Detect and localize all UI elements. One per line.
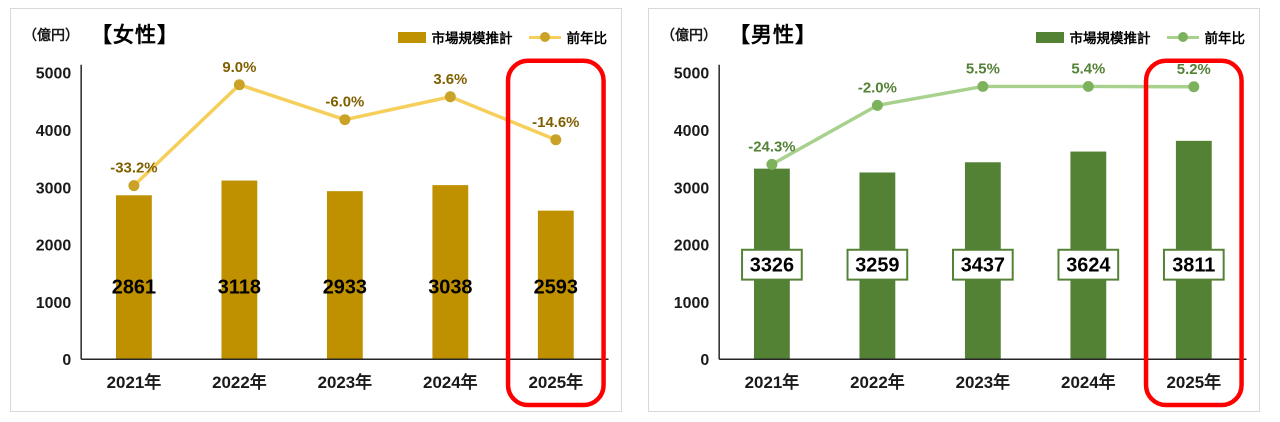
y-tick-label: 1000	[36, 295, 72, 312]
y-axis-unit-label: （億円）	[23, 27, 79, 43]
y-tick-label: 2000	[674, 238, 710, 255]
x-tick-label: 2025年	[1167, 372, 1222, 392]
chart-title-male: 【男性】	[729, 24, 817, 47]
yoy-percent-label: -14.6%	[532, 114, 579, 131]
bar-2025年	[537, 210, 574, 360]
yoy-marker	[550, 134, 562, 146]
bar-value-label: 3118	[218, 276, 261, 298]
yoy-percent-label: -6.0%	[325, 94, 364, 111]
bar-value-label: 3326	[750, 255, 794, 277]
bar-2023年	[326, 191, 363, 360]
legend: 市場規模推計 前年比	[397, 27, 608, 47]
bar-value-label: 3038	[428, 276, 472, 298]
y-tick-label: 3000	[36, 180, 72, 197]
yoy-line	[771, 84, 1194, 166]
male-chart-panel: （億円） 【男性】 市場規模推計 前年比 0 1000 2000 3000 4000 50…	[648, 8, 1260, 412]
x-tick-label: 2024年	[1061, 372, 1116, 392]
yoy-marker	[1188, 81, 1200, 93]
bar-value-label: 3624	[1066, 255, 1110, 277]
male-chart-plot: 0 1000 2000 3000 4000 5000 2021年 2022年 2023年 2024…	[674, 58, 1247, 408]
bar-value-box	[846, 248, 909, 281]
yoy-marker	[233, 79, 245, 91]
chart-title-female: 【女性】	[91, 24, 179, 47]
yoy-percent-label: -33.2%	[110, 160, 157, 177]
bar-value-label: 3259	[855, 255, 899, 277]
y-tick-label: 0	[62, 352, 71, 369]
bar-value-label: 2861	[112, 276, 156, 298]
yoy-percent-label: 5.4%	[1071, 61, 1105, 78]
y-tick-label: 2000	[36, 238, 72, 255]
yoy-percent-label: 3.6%	[433, 71, 467, 88]
y-tick-label: 5000	[674, 66, 710, 83]
legend-item-line: 前年比	[1166, 27, 1246, 47]
bar-value-box	[1162, 248, 1225, 281]
legend-line-label: 前年比	[1204, 31, 1246, 46]
x-tick-label: 2025年	[529, 372, 584, 392]
line-swatch-icon	[528, 31, 561, 43]
x-tick-label: 2023年	[956, 372, 1011, 392]
y-tick-label: 4000	[674, 123, 710, 140]
yoy-percent-label: -2.0%	[858, 79, 897, 96]
y-tick-label: 0	[700, 352, 709, 369]
female-chart-plot: 0 1000 2000 3000 4000 5000 2021年 2022年 2023年 2024…	[36, 58, 609, 408]
line-swatch-dot	[1177, 32, 1188, 42]
legend-bar-label: 市場規模推計	[431, 31, 513, 46]
x-tick-label: 2022年	[212, 372, 267, 392]
yoy-marker	[977, 80, 989, 92]
bar-value-label: 3811	[1172, 255, 1215, 277]
yoy-marker	[339, 114, 351, 126]
y-tick-label: 5000	[36, 66, 72, 83]
yoy-percent-label: 9.0%	[222, 59, 256, 76]
legend-bar-label: 市場規模推計	[1069, 31, 1151, 46]
legend-item-line: 前年比	[528, 27, 608, 47]
yoy-marker	[444, 91, 456, 103]
y-tick-label: 1000	[674, 295, 710, 312]
yoy-percent-label: 5.2%	[1177, 61, 1211, 78]
yoy-marker	[766, 158, 778, 170]
bar-swatch-icon	[397, 31, 426, 43]
bar-2024年	[432, 185, 469, 360]
y-axis-unit-label: （億円）	[661, 27, 717, 43]
yoy-percent-label: 5.5%	[966, 61, 1000, 78]
bar-value-label: 2593	[534, 276, 578, 298]
highlight-box	[505, 58, 606, 408]
bar-value-box	[1057, 248, 1120, 281]
x-tick-label: 2021年	[107, 372, 162, 392]
yoy-percent-label: -24.3%	[748, 138, 795, 155]
yoy-marker	[128, 180, 140, 192]
x-tick-label: 2022年	[850, 372, 905, 392]
line-swatch-dot	[539, 32, 550, 42]
bar-2022年	[221, 180, 258, 360]
legend-item-bar: 市場規模推計	[1035, 27, 1151, 47]
bar-value-label: 2933	[323, 276, 367, 298]
legend-item-bar: 市場規模推計	[397, 27, 513, 47]
y-tick-label: 4000	[36, 123, 72, 140]
bar-value-box	[741, 248, 803, 281]
legend-line-label: 前年比	[566, 31, 608, 46]
line-swatch-icon	[1166, 31, 1199, 43]
x-tick-label: 2021年	[745, 372, 800, 392]
highlight-box	[1143, 58, 1244, 408]
bar-swatch-icon	[1035, 31, 1064, 43]
female-chart-panel: （億円） 【女性】 市場規模推計 前年比 0 1000 2000 3000 4000 50…	[10, 8, 622, 412]
x-tick-label: 2023年	[318, 372, 373, 392]
bar-value-box	[952, 248, 1014, 281]
y-tick-label: 3000	[674, 180, 710, 197]
yoy-marker	[1082, 80, 1094, 92]
x-tick-label: 2024年	[423, 372, 478, 392]
yoy-marker	[871, 99, 883, 111]
legend: 市場規模推計 前年比	[1035, 27, 1246, 47]
bar-2021年	[115, 195, 152, 360]
bar-value-label: 3437	[961, 255, 1005, 277]
